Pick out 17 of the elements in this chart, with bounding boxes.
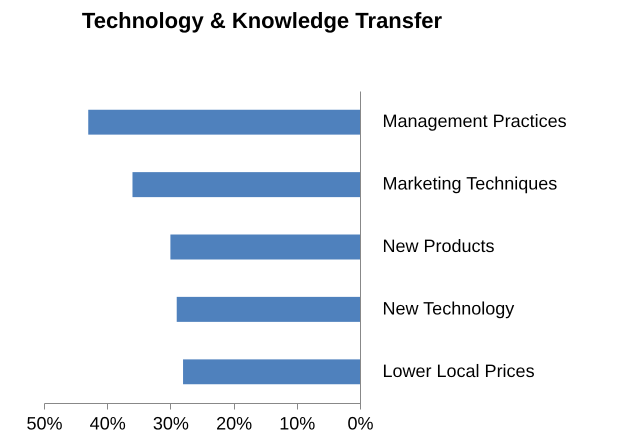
- y-tick-label: Management Practices: [382, 111, 567, 132]
- bar: [176, 296, 360, 322]
- x-tick-label: 40%: [90, 414, 126, 434]
- chart-title: Technology & Knowledge Transfer: [82, 8, 443, 33]
- y-tick-label: New Products: [382, 236, 495, 256]
- x-tick-label: 30%: [152, 414, 189, 434]
- y-tick-label: Lower Local Prices: [382, 360, 535, 381]
- bar: [170, 234, 360, 260]
- x-tick-label: 0%: [347, 414, 374, 434]
- x-tick-label: 10%: [279, 414, 316, 434]
- x-tick-label: 20%: [216, 414, 252, 434]
- bar: [183, 359, 360, 384]
- y-tick-label: New Technology: [382, 298, 514, 318]
- x-tick-label: 50%: [26, 414, 63, 434]
- y-tick-label: Marketing Techniques: [382, 174, 558, 194]
- bar: [88, 110, 360, 135]
- bar: [132, 172, 360, 198]
